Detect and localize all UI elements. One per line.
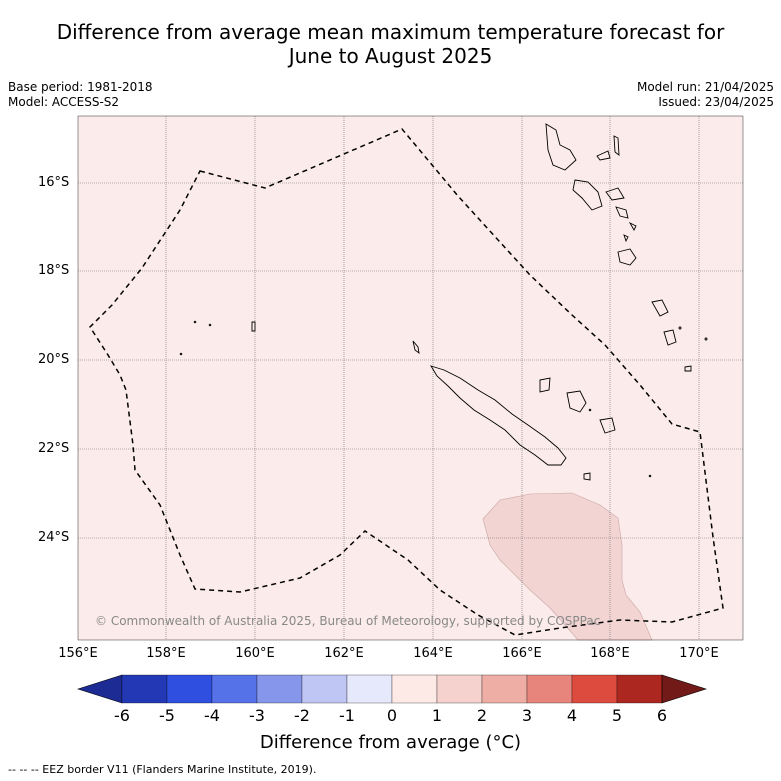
colorbar-label: -4 xyxy=(204,706,220,725)
meta-left: Base period: 1981-2018 Model: ACCESS-S2 xyxy=(8,80,153,110)
colorbar-segment xyxy=(301,674,348,704)
colorbar-segment xyxy=(121,674,168,704)
lon-tick-164e: 164°E xyxy=(413,646,453,661)
colorbar-extend-low xyxy=(77,674,123,704)
colorbar-segment xyxy=(526,674,573,704)
colorbar-label: -2 xyxy=(294,706,310,725)
model-run: Model run: 21/04/2025 xyxy=(636,80,774,94)
colorbar-label: 3 xyxy=(521,706,533,725)
map-frame xyxy=(77,115,744,641)
lon-tick-170e: 170°E xyxy=(679,646,719,661)
colorbar-segment xyxy=(391,674,438,704)
colorbar-segment xyxy=(211,674,258,704)
lon-tick-156e: 156°E xyxy=(58,646,98,661)
colorbar-label: 6 xyxy=(656,706,668,725)
colorbar-segment xyxy=(436,674,483,704)
lat-tick-24s: 24°S xyxy=(38,530,70,545)
colorbar-label: 0 xyxy=(386,706,398,725)
colorbar-extend-high xyxy=(661,674,707,704)
warm-region xyxy=(482,492,653,641)
base-period: Base period: 1981-2018 xyxy=(8,80,153,94)
eez-footnote: -- -- -- EEZ border V11 (Flanders Marine… xyxy=(8,763,317,776)
new-caledonia-island xyxy=(430,365,567,466)
colorbar-segment xyxy=(346,674,393,704)
colorbar-label: 5 xyxy=(611,706,623,725)
map-title: Difference from average mean maximum tem… xyxy=(0,20,781,68)
eez-border xyxy=(89,128,724,636)
lat-tick-22s: 22°S xyxy=(38,441,70,456)
colorbar-label: -3 xyxy=(249,706,265,725)
colorbar-label: 2 xyxy=(476,706,488,725)
colorbar-label: -5 xyxy=(159,706,175,725)
lon-tick-158e: 158°E xyxy=(146,646,186,661)
lon-tick-160e: 160°E xyxy=(235,646,275,661)
issued-date: Issued: 23/04/2025 xyxy=(658,95,774,109)
lon-tick-168e: 168°E xyxy=(590,646,630,661)
colorbar-segment xyxy=(571,674,618,704)
copyright-notice: © Commonwealth of Australia 2025, Bureau… xyxy=(95,614,601,628)
small-islands xyxy=(179,320,708,481)
colorbar-label: 1 xyxy=(431,706,443,725)
colorbar-segment xyxy=(256,674,303,704)
colorbar-segment xyxy=(481,674,528,704)
colorbar-label: -6 xyxy=(114,706,130,725)
lat-tick-16s: 16°S xyxy=(38,175,70,190)
gridlines xyxy=(78,116,743,640)
lat-tick-18s: 18°S xyxy=(38,263,70,278)
title-line-2: June to August 2025 xyxy=(288,44,493,68)
colorbar xyxy=(77,674,707,704)
colorbar-segment xyxy=(616,674,663,704)
meta-right: Model run: 21/04/2025 Issued: 23/04/2025 xyxy=(637,80,774,110)
lat-tick-20s: 20°S xyxy=(38,352,70,367)
colorbar-title: Difference from average (°C) xyxy=(259,732,522,753)
vanuatu-islands xyxy=(545,123,692,372)
colorbar-segment xyxy=(166,674,213,704)
colorbar-label: 4 xyxy=(566,706,578,725)
colorbar-label: -1 xyxy=(339,706,355,725)
model-name: Model: ACCESS-S2 xyxy=(8,95,120,109)
title-line-1: Difference from average mean maximum tem… xyxy=(56,20,725,44)
lon-tick-162e: 162°E xyxy=(324,646,364,661)
lon-tick-166e: 166°E xyxy=(502,646,542,661)
map-background xyxy=(78,116,743,640)
